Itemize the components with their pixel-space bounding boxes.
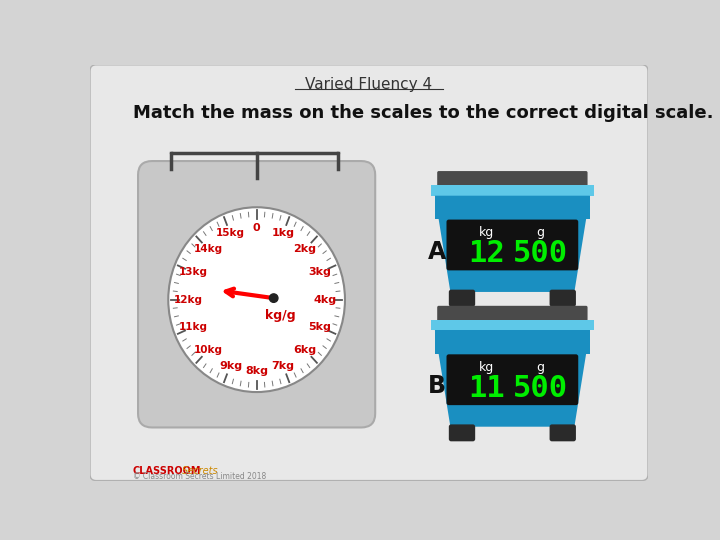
Text: 12kg: 12kg [174, 295, 203, 305]
Polygon shape [435, 195, 590, 292]
Text: B: B [428, 374, 446, 399]
FancyBboxPatch shape [446, 220, 578, 271]
Text: 2kg: 2kg [293, 244, 316, 254]
Text: 6kg: 6kg [293, 345, 316, 355]
Text: Varied Fluency 4: Varied Fluency 4 [305, 77, 433, 92]
Text: Secrets: Secrets [181, 465, 218, 476]
FancyBboxPatch shape [449, 424, 475, 441]
Text: 500: 500 [513, 239, 568, 268]
FancyBboxPatch shape [437, 306, 588, 321]
Text: 15kg: 15kg [216, 228, 245, 239]
FancyBboxPatch shape [90, 65, 648, 481]
Text: 14kg: 14kg [194, 244, 223, 254]
Polygon shape [435, 330, 590, 427]
FancyBboxPatch shape [549, 289, 576, 307]
Text: Match the mass on the scales to the correct digital scale.: Match the mass on the scales to the corr… [132, 104, 713, 122]
FancyBboxPatch shape [431, 320, 594, 330]
Text: kg/g: kg/g [264, 308, 295, 321]
Text: 11kg: 11kg [179, 322, 208, 332]
FancyBboxPatch shape [437, 171, 588, 186]
Text: 10kg: 10kg [194, 345, 223, 355]
FancyBboxPatch shape [449, 289, 475, 307]
FancyBboxPatch shape [549, 424, 576, 441]
FancyBboxPatch shape [435, 195, 590, 219]
Text: CLASSROOM: CLASSROOM [132, 465, 201, 476]
Text: 5kg: 5kg [308, 322, 331, 332]
Text: kg: kg [480, 361, 495, 374]
Ellipse shape [168, 207, 345, 392]
Text: 500: 500 [513, 374, 568, 403]
Text: 12: 12 [469, 239, 505, 268]
Text: g: g [536, 226, 544, 239]
FancyBboxPatch shape [446, 354, 578, 405]
Text: 0: 0 [253, 223, 261, 233]
Circle shape [269, 294, 278, 302]
Text: 9kg: 9kg [219, 361, 242, 371]
Text: 3kg: 3kg [308, 267, 331, 277]
Text: A: A [428, 240, 446, 264]
Text: 1kg: 1kg [271, 228, 294, 239]
Text: © Classroom Secrets Limited 2018: © Classroom Secrets Limited 2018 [132, 472, 266, 481]
FancyBboxPatch shape [138, 161, 375, 428]
FancyBboxPatch shape [431, 185, 594, 195]
Text: 8kg: 8kg [245, 366, 268, 376]
Text: 7kg: 7kg [271, 361, 294, 371]
Text: 13kg: 13kg [179, 267, 208, 277]
Text: 4kg: 4kg [313, 295, 336, 305]
Text: 11: 11 [469, 374, 505, 403]
Text: kg: kg [480, 226, 495, 239]
FancyBboxPatch shape [435, 330, 590, 354]
Text: g: g [536, 361, 544, 374]
